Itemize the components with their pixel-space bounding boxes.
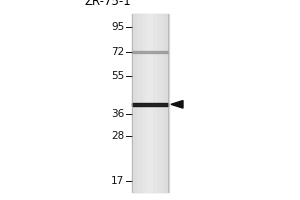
Bar	[149, 14, 151, 192]
Text: ZR-75-1: ZR-75-1	[84, 0, 131, 8]
Bar	[134, 14, 136, 192]
Bar	[133, 14, 134, 192]
Bar	[160, 14, 162, 192]
Text: 95: 95	[111, 22, 124, 32]
Bar	[151, 14, 152, 192]
Bar	[168, 14, 169, 192]
Bar	[140, 14, 141, 192]
Bar	[148, 14, 149, 192]
Bar	[158, 14, 159, 192]
Bar	[144, 14, 145, 192]
Bar	[166, 14, 167, 192]
Text: 72: 72	[111, 47, 124, 57]
Bar	[146, 14, 147, 192]
Bar	[156, 14, 157, 192]
Bar	[132, 14, 133, 192]
Bar	[167, 14, 168, 192]
Bar	[136, 14, 137, 192]
Text: 17: 17	[111, 176, 124, 186]
Bar	[159, 14, 160, 192]
Text: 55: 55	[111, 71, 124, 81]
Bar	[143, 14, 144, 192]
Bar	[162, 14, 163, 192]
Bar	[137, 14, 138, 192]
Bar	[132, 51, 168, 53]
Bar	[157, 14, 158, 192]
Text: 28: 28	[111, 131, 124, 141]
Bar	[132, 14, 168, 192]
Bar	[164, 14, 166, 192]
Bar	[142, 14, 143, 192]
Bar	[141, 14, 142, 192]
Bar	[153, 14, 154, 192]
Text: 36: 36	[111, 109, 124, 119]
Bar	[132, 103, 168, 106]
Bar	[154, 14, 155, 192]
Bar	[138, 14, 140, 192]
Bar	[152, 14, 153, 192]
Polygon shape	[171, 101, 183, 108]
Bar	[147, 14, 148, 192]
Bar	[163, 14, 164, 192]
